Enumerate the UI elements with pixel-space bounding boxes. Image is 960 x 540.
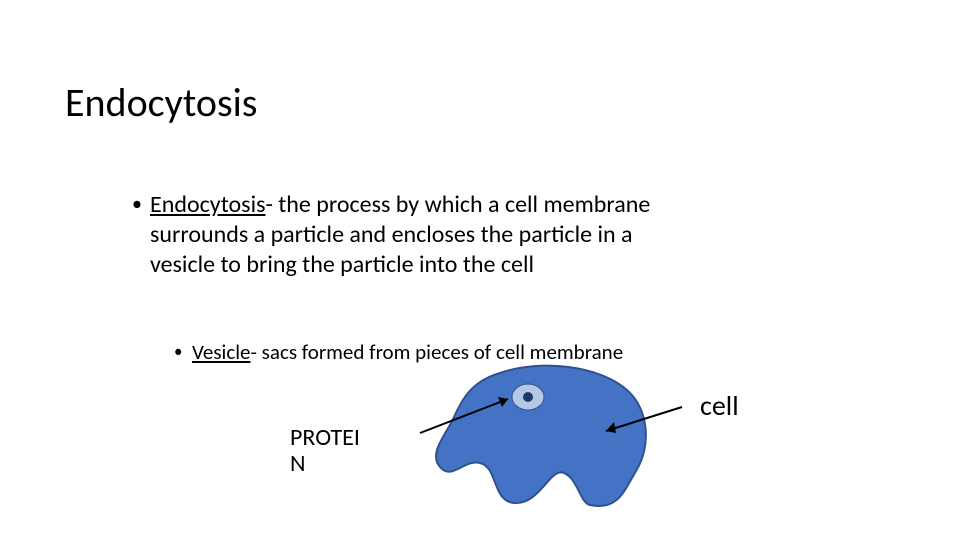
slide: Endocytosis • Endocytosis- the process b… [0,0,960,540]
bullet-main-term: Endocytosis [150,190,265,219]
bullet-main: • Endocytosis- the process by which a ce… [150,190,670,280]
bullet-sub-marker: • [174,342,182,362]
bullet-main-text: Endocytosis- the process by which a cell… [150,190,650,279]
protein-label: PROTEI N [290,425,360,478]
cell-shape [436,366,646,506]
diagram [380,355,720,525]
bullet-sub-term: Vesicle [192,339,251,365]
cell-diagram-svg [380,355,720,525]
bullet-marker: • [132,192,142,217]
page-title: Endocytosis [65,78,257,127]
protein-dot [523,392,533,402]
